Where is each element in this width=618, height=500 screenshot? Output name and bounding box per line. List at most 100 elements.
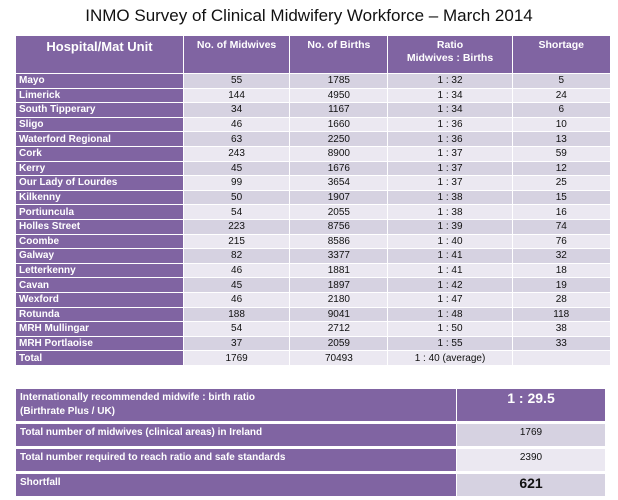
table-cell: 1 : 32 <box>388 74 512 88</box>
hospital-name-cell: Coombe <box>16 234 183 249</box>
column-header: No. of Births <box>290 36 388 73</box>
hospital-name-cell: Kerry <box>16 161 183 176</box>
table-row: MRH Mullingar 54 2712 1 : 50 38 <box>16 322 610 336</box>
summary-value: 621 <box>457 474 605 496</box>
table-cell: 28 <box>512 292 610 307</box>
table-cell: 45 <box>183 161 290 176</box>
table-cell: 223 <box>183 219 290 234</box>
summary-value: 2390 <box>457 449 605 471</box>
table-cell: 243 <box>183 146 290 161</box>
table-row: Kerry 45 1676 1 : 37 12 <box>16 161 610 176</box>
table-row: MRH Portlaoise 37 2059 1 : 55 33 <box>16 336 610 351</box>
column-header: No. of Midwives <box>183 36 290 73</box>
table-cell: 3654 <box>290 176 388 190</box>
table-cell: 38 <box>512 322 610 336</box>
table-cell: 1 : 41 <box>388 249 512 263</box>
summary-label: Internationally recommended midwife : bi… <box>16 389 456 421</box>
hospital-name-cell: Cork <box>16 146 183 161</box>
table-cell: 1 : 47 <box>388 292 512 307</box>
table-cell: 25 <box>512 176 610 190</box>
table-cell: 1 : 36 <box>388 117 512 132</box>
table-row: Cavan 45 1897 1 : 42 19 <box>16 278 610 292</box>
table-cell: 15 <box>512 190 610 205</box>
table-cell: 8586 <box>290 234 388 249</box>
summary-row: Internationally recommended midwife : bi… <box>16 389 605 421</box>
table-cell: 54 <box>183 322 290 336</box>
total-row: Total 1769 70493 1 : 40 (average) <box>16 351 610 365</box>
hospital-name-cell: Portiuncula <box>16 205 183 219</box>
summary-label: Shortfall <box>16 474 456 496</box>
summary-label: Total number of midwives (clinical areas… <box>16 424 456 446</box>
table-row: Mayo 55 1785 1 : 32 5 <box>16 74 610 88</box>
hospital-name-cell: Limerick <box>16 88 183 103</box>
hospital-name-cell: Wexford <box>16 292 183 307</box>
summary-value: 1769 <box>457 424 605 446</box>
hospital-name-cell: Letterkenny <box>16 263 183 278</box>
summary-label: Total number required to reach ratio and… <box>16 449 456 471</box>
table-cell: 215 <box>183 234 290 249</box>
table-row: Waterford Regional 63 2250 1 : 36 13 <box>16 132 610 146</box>
table-cell: 76 <box>512 234 610 249</box>
hospital-name-cell: Total <box>16 351 183 365</box>
hospital-name-cell: Cavan <box>16 278 183 292</box>
table-row: South Tipperary 34 1167 1 : 34 6 <box>16 103 610 117</box>
table-row: Galway 82 3377 1 : 41 32 <box>16 249 610 263</box>
hospital-name-cell: Galway <box>16 249 183 263</box>
table-cell: 2055 <box>290 205 388 219</box>
table-row: Holles Street 223 8756 1 : 39 74 <box>16 219 610 234</box>
table-row: Kilkenny 50 1907 1 : 38 15 <box>16 190 610 205</box>
table-cell: 55 <box>183 74 290 88</box>
table-cell: 10 <box>512 117 610 132</box>
hospital-name-cell: Rotunda <box>16 307 183 322</box>
table-cell: 9041 <box>290 307 388 322</box>
hospital-name-cell: Our Lady of Lourdes <box>16 176 183 190</box>
table-cell: 2712 <box>290 322 388 336</box>
table-cell: 1 : 37 <box>388 161 512 176</box>
table-cell: 1 : 39 <box>388 219 512 234</box>
table-cell: 12 <box>512 161 610 176</box>
table-cell: 59 <box>512 146 610 161</box>
table-cell: 37 <box>183 336 290 351</box>
table-cell: 1 : 55 <box>388 336 512 351</box>
table-cell: 82 <box>183 249 290 263</box>
table-cell: 24 <box>512 88 610 103</box>
table-cell: 1785 <box>290 74 388 88</box>
table-cell: 1660 <box>290 117 388 132</box>
summary-row: Total number required to reach ratio and… <box>16 449 605 471</box>
table-cell: 46 <box>183 263 290 278</box>
table-cell: 3377 <box>290 249 388 263</box>
table-cell: 50 <box>183 190 290 205</box>
table-cell: 4950 <box>290 88 388 103</box>
table-cell: 6 <box>512 103 610 117</box>
table-row: Wexford 46 2180 1 : 47 28 <box>16 292 610 307</box>
table-cell: 8756 <box>290 219 388 234</box>
hospital-name-cell: Kilkenny <box>16 190 183 205</box>
table-row: Rotunda 188 9041 1 : 48 118 <box>16 307 610 322</box>
page-title: INMO Survey of Clinical Midwifery Workfo… <box>85 6 533 25</box>
summary-row: Total number of midwives (clinical areas… <box>16 424 605 446</box>
table-cell: 70493 <box>290 351 388 365</box>
hospital-name-cell: MRH Portlaoise <box>16 336 183 351</box>
column-header: Hospital/Mat Unit <box>16 36 183 73</box>
table-cell: 1 : 34 <box>388 88 512 103</box>
table-cell: 32 <box>512 249 610 263</box>
table-cell: 188 <box>183 307 290 322</box>
table-cell: 1 : 41 <box>388 263 512 278</box>
column-header: Shortage <box>512 36 610 73</box>
table-row: Our Lady of Lourdes 99 3654 1 : 37 25 <box>16 176 610 190</box>
table-row: Limerick 144 4950 1 : 34 24 <box>16 88 610 103</box>
table-cell: 1167 <box>290 103 388 117</box>
summary-value: 1 : 29.5 <box>457 389 605 421</box>
table-header-row: Hospital/Mat Unit No. of Midwives No. of B… <box>16 36 610 73</box>
table-cell: 1 : 38 <box>388 190 512 205</box>
hospital-name-cell: MRH Mullingar <box>16 322 183 336</box>
table-cell: 54 <box>183 205 290 219</box>
table-cell: 1907 <box>290 190 388 205</box>
table-row: Cork 243 8900 1 : 37 59 <box>16 146 610 161</box>
hospital-name-cell: Sligo <box>16 117 183 132</box>
hospital-name-cell: Holles Street <box>16 219 183 234</box>
table-cell: 1 : 36 <box>388 132 512 146</box>
table-cell: 2059 <box>290 336 388 351</box>
table-cell: 46 <box>183 117 290 132</box>
hospital-name-cell: South Tipperary <box>16 103 183 117</box>
